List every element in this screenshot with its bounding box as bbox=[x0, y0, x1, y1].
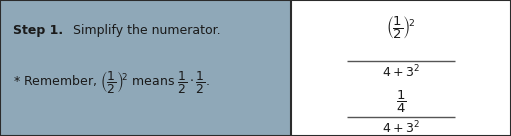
Text: $4 + 3^2$: $4 + 3^2$ bbox=[382, 120, 420, 136]
Text: $\left(\dfrac{1}{2}\right)^{\!2}$: $\left(\dfrac{1}{2}\right)^{\!2}$ bbox=[386, 14, 416, 41]
Text: * Remember, $\left(\dfrac{1}{2}\right)^{\!2}$ means $\dfrac{1}{2} \cdot \dfrac{1: * Remember, $\left(\dfrac{1}{2}\right)^{… bbox=[13, 69, 210, 95]
Text: $\dfrac{1}{4}$: $\dfrac{1}{4}$ bbox=[396, 88, 406, 115]
Text: $4 + 3^2$: $4 + 3^2$ bbox=[382, 63, 420, 80]
Bar bbox=[291, 0, 511, 136]
Bar bbox=[0, 0, 291, 136]
Text: Step 1.: Step 1. bbox=[13, 24, 63, 38]
Text: Simplify the numerator.: Simplify the numerator. bbox=[69, 24, 221, 38]
